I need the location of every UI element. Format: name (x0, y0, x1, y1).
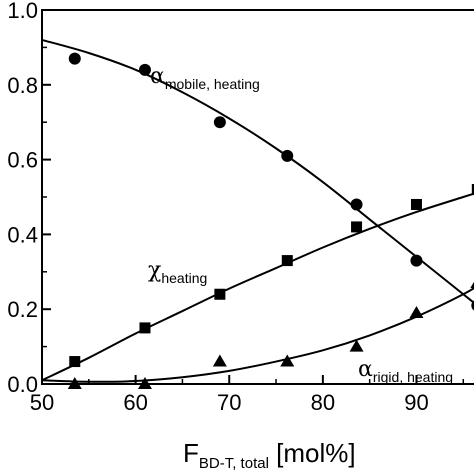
circle-point (138, 63, 151, 76)
y-tick-label: 0.2 (7, 297, 38, 322)
circle-point (68, 52, 81, 65)
square-point (281, 255, 293, 267)
circle-point (213, 116, 226, 129)
y-tick-label: 0.6 (7, 148, 38, 173)
x-axis-title: FBD-T, total [mol%] (183, 438, 356, 472)
square-point (410, 198, 422, 210)
triangle-point (349, 339, 364, 352)
fit-curve-triangle (41, 287, 474, 383)
y-tick-label: 0.4 (7, 222, 38, 247)
x-tick-label: 90 (404, 390, 428, 415)
circle-point (281, 149, 294, 162)
series-label-circle: αmobile, heating (150, 64, 260, 92)
plot-frame (41, 9, 474, 385)
y-tick-label: 0.8 (7, 73, 38, 98)
triangle-point (409, 305, 424, 318)
x-tick-label: 80 (311, 390, 335, 415)
fit-curve-square (41, 192, 474, 382)
series-label-subscript: mobile, heating (165, 76, 260, 92)
ticks: 50 60 70 80 90 0.0 0.2 0.4 0.6 0.8 1.0 (7, 0, 465, 415)
x-axis-title-unit: [mol%] (269, 438, 356, 468)
y-tick-label: 0.0 (7, 372, 38, 397)
triangle-point (137, 377, 152, 389)
fit-curves (41, 38, 474, 383)
series-label-subscript: rigid, heating (373, 369, 453, 385)
circle-point (410, 254, 423, 267)
circle-point (350, 198, 363, 211)
square-point (69, 356, 81, 368)
series-label-square: χheating (148, 258, 207, 286)
x-tick-label: 60 (123, 390, 147, 415)
triangle-point (280, 354, 295, 367)
triangle-point (212, 354, 227, 367)
x-axis-title-subscript: BD-T, total (199, 455, 269, 472)
square-point (139, 322, 151, 334)
triangle-point (470, 281, 474, 289)
series-label-triangle: αrigid, heating (358, 357, 453, 385)
square-point (471, 184, 474, 196)
x-tick-label: 50 (30, 390, 54, 415)
triangle-point (67, 377, 82, 389)
series-label-subscript: heating (161, 270, 207, 286)
circle-point (471, 300, 474, 311)
square-point (214, 288, 226, 300)
square-point (351, 221, 363, 233)
x-tick-label: 70 (217, 390, 241, 415)
fit-curve-circle (41, 38, 474, 305)
data-points (67, 52, 474, 389)
y-tick-label: 1.0 (7, 0, 38, 23)
